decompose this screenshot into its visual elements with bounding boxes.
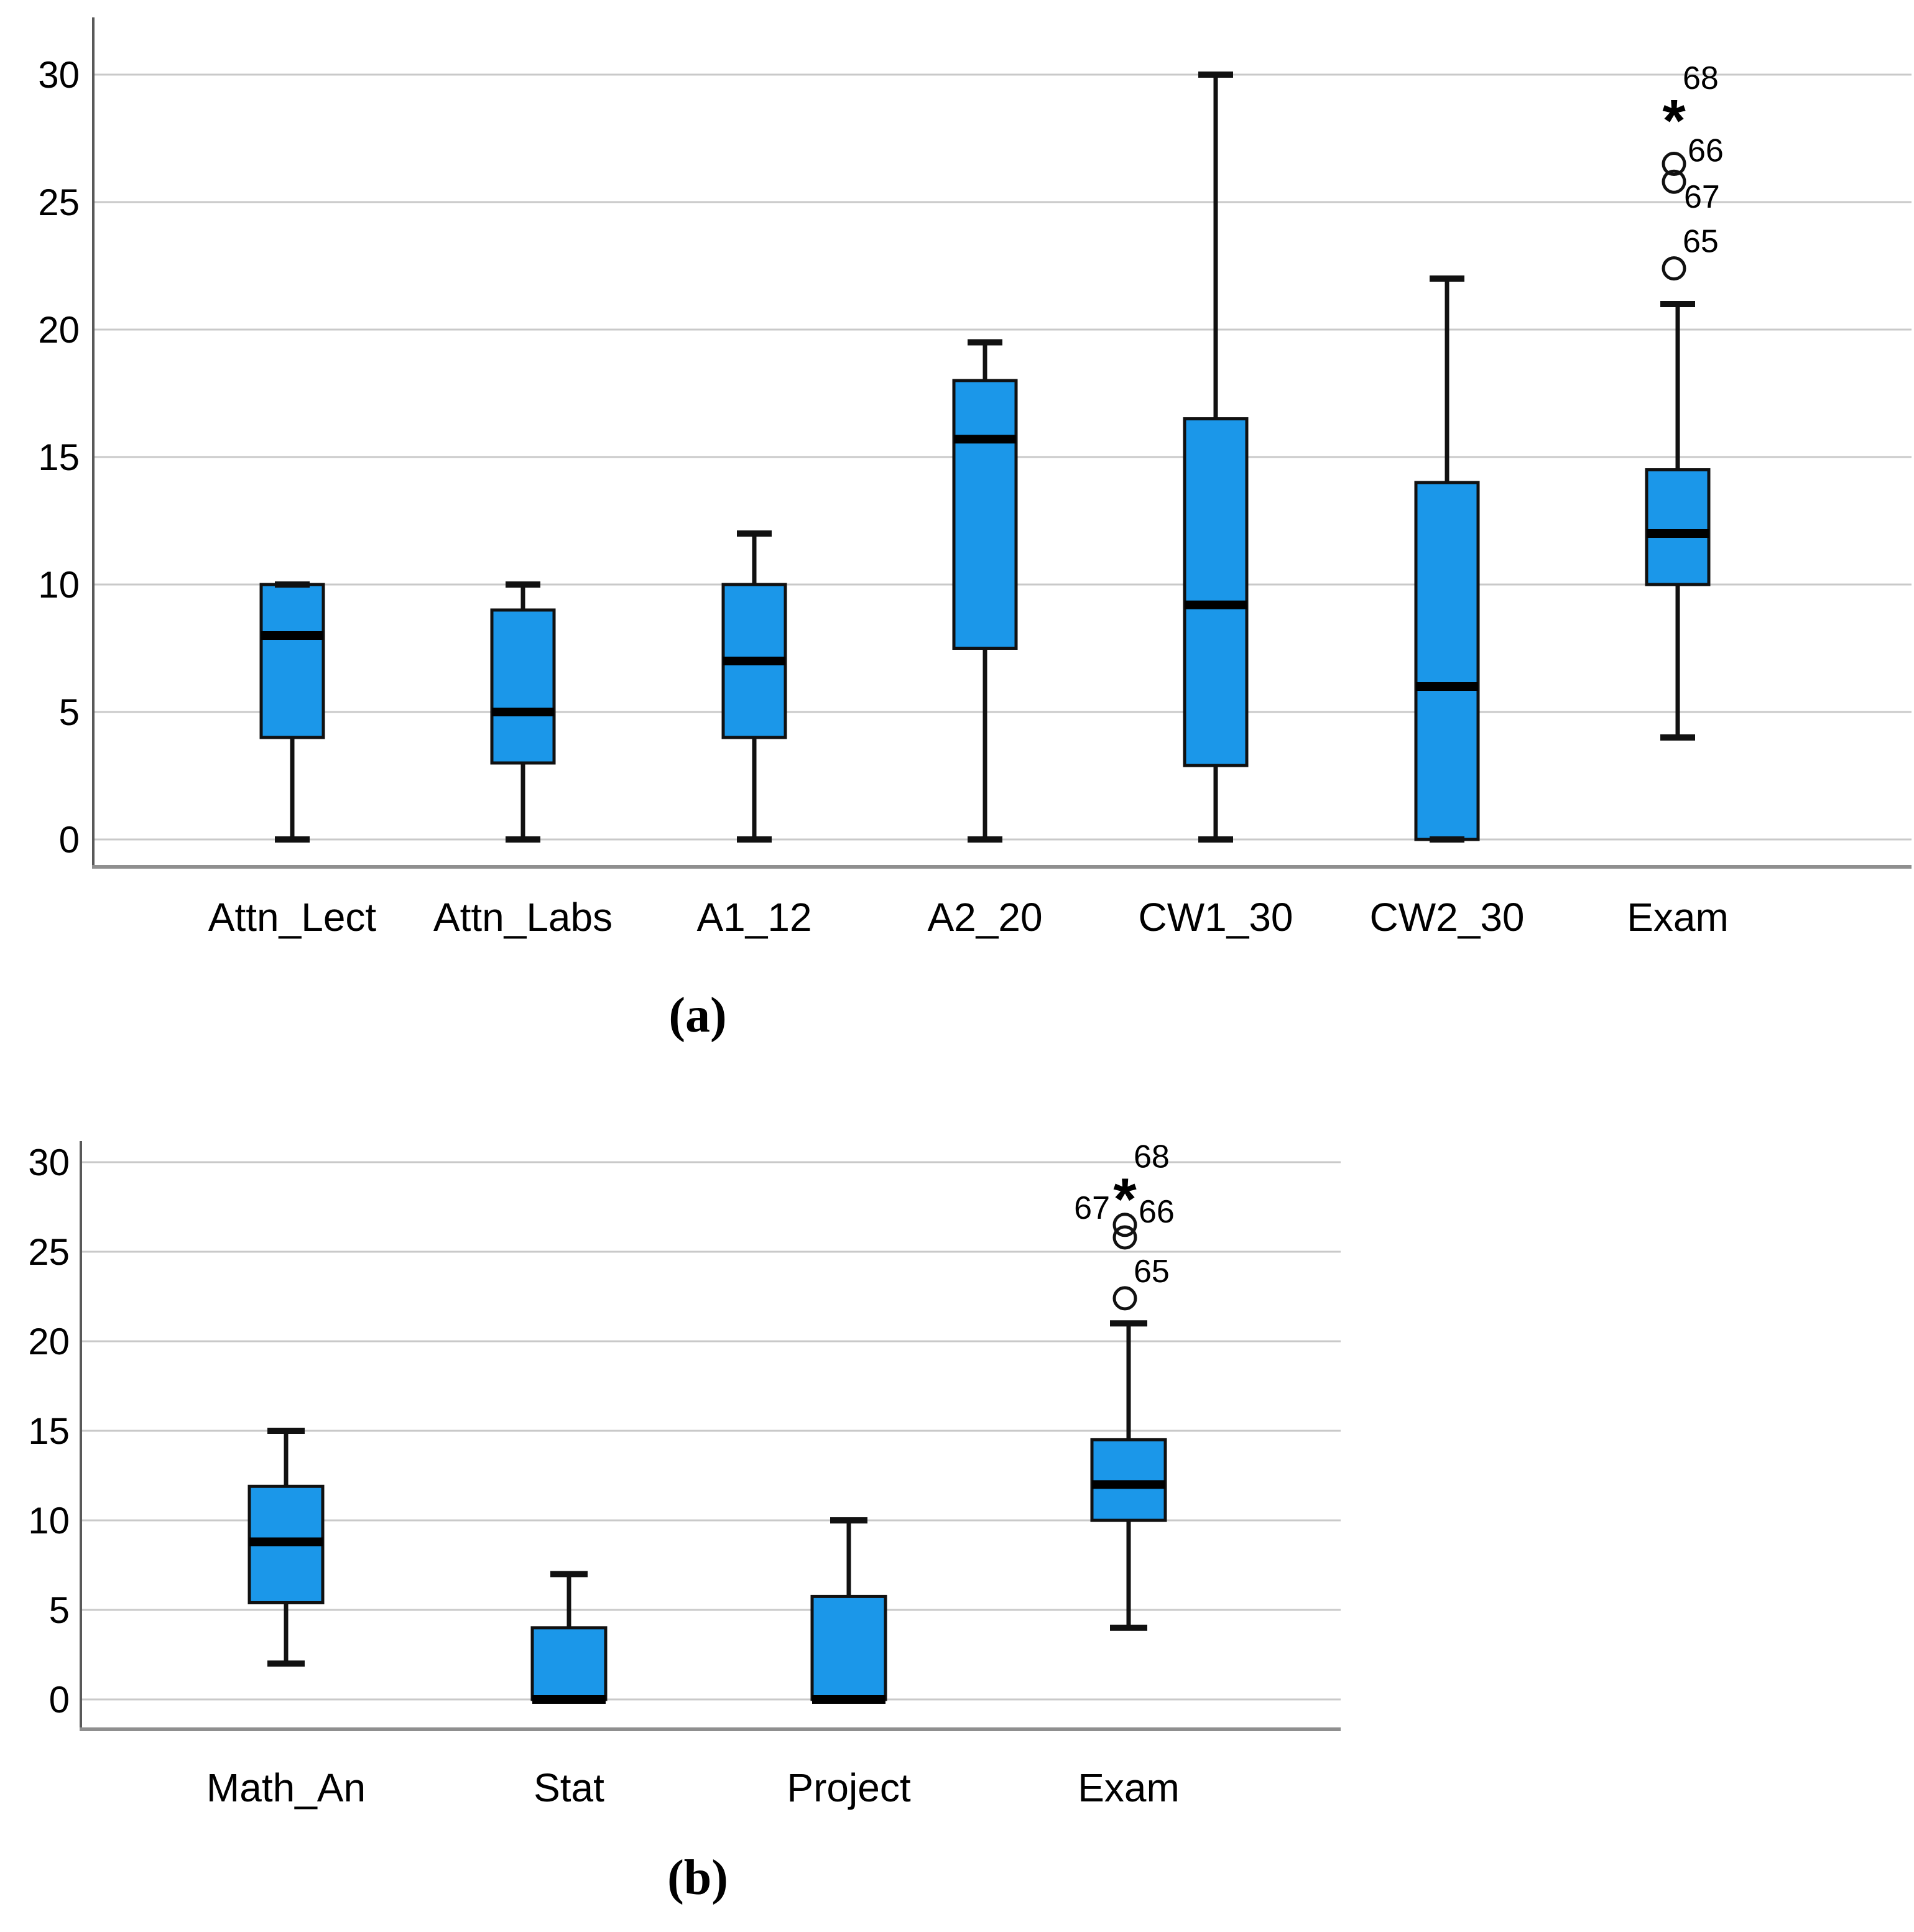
outlier-circle	[1662, 169, 1686, 194]
x-category-label: Stat	[534, 1765, 604, 1810]
chart-a: 0 5 10 15 20 25 30 Attn_Lect Attn_Labs A1_12 A2_20…	[38, 17, 1912, 940]
y-tick-label: 5	[59, 691, 80, 733]
outlier-circle	[1662, 256, 1686, 281]
box-A2_20	[952, 339, 1018, 843]
x-category-label: Math_An	[206, 1765, 366, 1810]
outlier-circle	[1112, 1225, 1137, 1250]
outlier-case-label: 67	[1074, 1190, 1110, 1226]
box-CW1_30	[1183, 72, 1249, 843]
iqr-box	[1645, 468, 1711, 586]
y-tick-label: 15	[28, 1410, 70, 1452]
outlier-circle	[1112, 1213, 1137, 1237]
iqr-box	[810, 1594, 887, 1701]
y-tick-label: 15	[38, 437, 80, 478]
x-category-label: Exam	[1078, 1765, 1180, 1810]
caption-b: (b)	[667, 1851, 728, 1905]
y-tick-label: 30	[38, 54, 80, 96]
outlier-case-label: 65	[1683, 224, 1719, 260]
outlier-circle	[1662, 152, 1686, 176]
box-A1_12	[721, 530, 787, 843]
x-category-label: CW2_30	[1370, 895, 1525, 940]
box-Math_An	[247, 1428, 325, 1667]
iqr-box	[1090, 1438, 1167, 1522]
x-category-label: CW1_30	[1139, 895, 1293, 940]
iqr-box	[490, 608, 556, 765]
y-tick-label: 20	[28, 1321, 70, 1362]
y-tick-label: 0	[59, 819, 80, 861]
y-tick-label: 30	[28, 1142, 70, 1183]
caption-a: (a)	[668, 988, 727, 1043]
y-tick-label: 20	[38, 309, 80, 351]
iqr-box	[259, 583, 325, 739]
outlier-asterisk: *	[1113, 1167, 1137, 1233]
iqr-box	[1183, 417, 1249, 767]
box-Exam: 65 67 66*68	[1074, 1139, 1175, 1631]
y-tick-label: 5	[49, 1589, 70, 1631]
iqr-box	[1414, 481, 1480, 841]
outlier-case-label: 68	[1683, 60, 1719, 96]
outlier-case-label: 66	[1139, 1194, 1175, 1230]
x-category-label: Attn_Labs	[433, 895, 613, 940]
outlier-case-label: 66	[1688, 133, 1724, 169]
x-category-label: Exam	[1627, 895, 1729, 940]
box-Attn_Labs	[490, 581, 556, 843]
outlier-case-label: 68	[1134, 1139, 1170, 1175]
box-Project	[810, 1517, 887, 1704]
iqr-box	[952, 379, 1018, 650]
outlier-case-label: 65	[1134, 1254, 1170, 1290]
x-category-label: A1_12	[696, 895, 811, 940]
chart-b: 0 5 10 15 20 25 30 Math_An Stat Project 65 67 66*68 E…	[28, 1139, 1341, 1810]
box-Attn_Lect	[259, 581, 325, 843]
outlier-asterisk: *	[1662, 88, 1686, 154]
outlier-case-label: 67	[1684, 179, 1720, 215]
box-Stat	[530, 1571, 608, 1704]
outlier-circle	[1112, 1286, 1137, 1311]
y-tick-label: 0	[49, 1679, 70, 1721]
box-CW2_30	[1414, 275, 1480, 843]
y-tick-label: 25	[28, 1231, 70, 1273]
iqr-box	[530, 1626, 608, 1701]
y-tick-label: 10	[28, 1500, 70, 1541]
x-category-label: A2_20	[927, 895, 1042, 940]
box-Exam: 65 67 66*68	[1645, 60, 1724, 741]
x-category-label: Attn_Lect	[208, 895, 377, 940]
y-tick-label: 25	[38, 182, 80, 223]
x-category-label: Project	[787, 1765, 910, 1810]
y-tick-label: 10	[38, 564, 80, 606]
